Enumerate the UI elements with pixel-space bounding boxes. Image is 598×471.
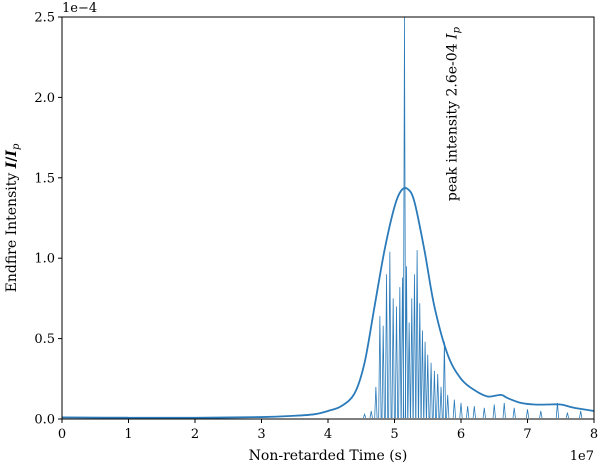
spike-mark [423, 341, 427, 419]
series-envelope [61, 187, 595, 419]
spike-mark [482, 407, 486, 419]
spike-mark [525, 409, 530, 419]
x-scale-label: 1e7 [570, 449, 594, 464]
spike-mark [459, 402, 463, 419]
x-tick-label: 1 [124, 427, 132, 442]
spike-mark [565, 412, 569, 419]
spike-mark [442, 341, 446, 419]
x-tick-label: 0 [58, 427, 66, 442]
spike-mark [388, 251, 392, 419]
peak-annotation: peak intensity 2.6e-04 Ip [444, 26, 462, 201]
spike-mark [398, 287, 402, 419]
peak-annotation-sub: p [451, 26, 462, 33]
y-axis: 0.0 0.5 1.0 1.5 2.0 2.5 [34, 11, 62, 428]
spike-mark [391, 298, 395, 419]
spike-mark [429, 362, 433, 419]
spike-mark [374, 386, 378, 419]
x-tick-label: 3 [257, 427, 265, 442]
spike-mark [579, 410, 583, 419]
plot-frame [61, 16, 595, 420]
y-tick-label: 0.5 [34, 332, 55, 347]
y-axis-label-sub: p [11, 143, 22, 150]
y-axis-label-prefix: Endfire Intensity [4, 168, 20, 292]
x-tick-label: 2 [191, 427, 199, 442]
y-tick-label: 2.0 [34, 91, 55, 106]
spike-mark [378, 316, 382, 419]
series-spikes [362, 16, 583, 419]
spike-mark [404, 266, 409, 419]
spike-mark [446, 394, 450, 419]
x-axis-label: Non-retarded Time (s) [249, 448, 408, 464]
spike-mark [402, 16, 407, 419]
spike-mark [381, 325, 385, 419]
spike-mark [369, 410, 373, 419]
y-axis-label-subvar: I [4, 150, 20, 158]
spike-mark [407, 322, 411, 419]
x-axis: 0 1 2 3 4 5 6 7 8 [58, 419, 598, 442]
spike-mark [439, 386, 443, 419]
y-axis-label-slash: / [4, 156, 20, 162]
spike-mark [412, 274, 417, 419]
spike-mark [539, 410, 543, 419]
plot-area [61, 16, 595, 419]
y-tick-label: 2.5 [34, 11, 55, 26]
y-tick-label: 1.5 [34, 171, 55, 186]
x-tick-label: 7 [523, 427, 531, 442]
envelope-line [61, 187, 595, 419]
spike-mark [410, 298, 414, 419]
x-tick-label: 6 [457, 427, 465, 442]
spike-mark [418, 303, 422, 419]
peak-annotation-text: peak intensity 2.6e-04 [444, 39, 460, 201]
spike-mark [394, 306, 399, 419]
y-axis-label: Endfire Intensity I/Ip [4, 143, 22, 292]
spike-mark [502, 402, 506, 419]
y-tick-label: 0.0 [34, 413, 55, 428]
x-tick-label: 4 [324, 427, 332, 442]
y-tick-label: 1.0 [34, 252, 55, 267]
spike-mark [426, 354, 430, 419]
spike-mark [452, 399, 456, 419]
spike-mark [362, 412, 367, 419]
x-tick-label: 5 [390, 427, 398, 442]
y-scale-label: 1e−4 [62, 1, 97, 16]
spike-mark [466, 406, 470, 419]
spike-mark [415, 250, 419, 419]
spike-mark [512, 407, 516, 419]
spike-mark [555, 402, 560, 419]
spike-mark [432, 370, 436, 419]
spike-mark [420, 330, 425, 419]
y-axis-label-var: I [4, 161, 20, 169]
spike-mark [492, 404, 496, 419]
spike-mark [384, 274, 389, 419]
spike-mark [436, 373, 440, 419]
peak-annotation-var: I [444, 33, 460, 40]
x-tick-label: 8 [590, 427, 598, 442]
spike-mark [472, 406, 476, 419]
